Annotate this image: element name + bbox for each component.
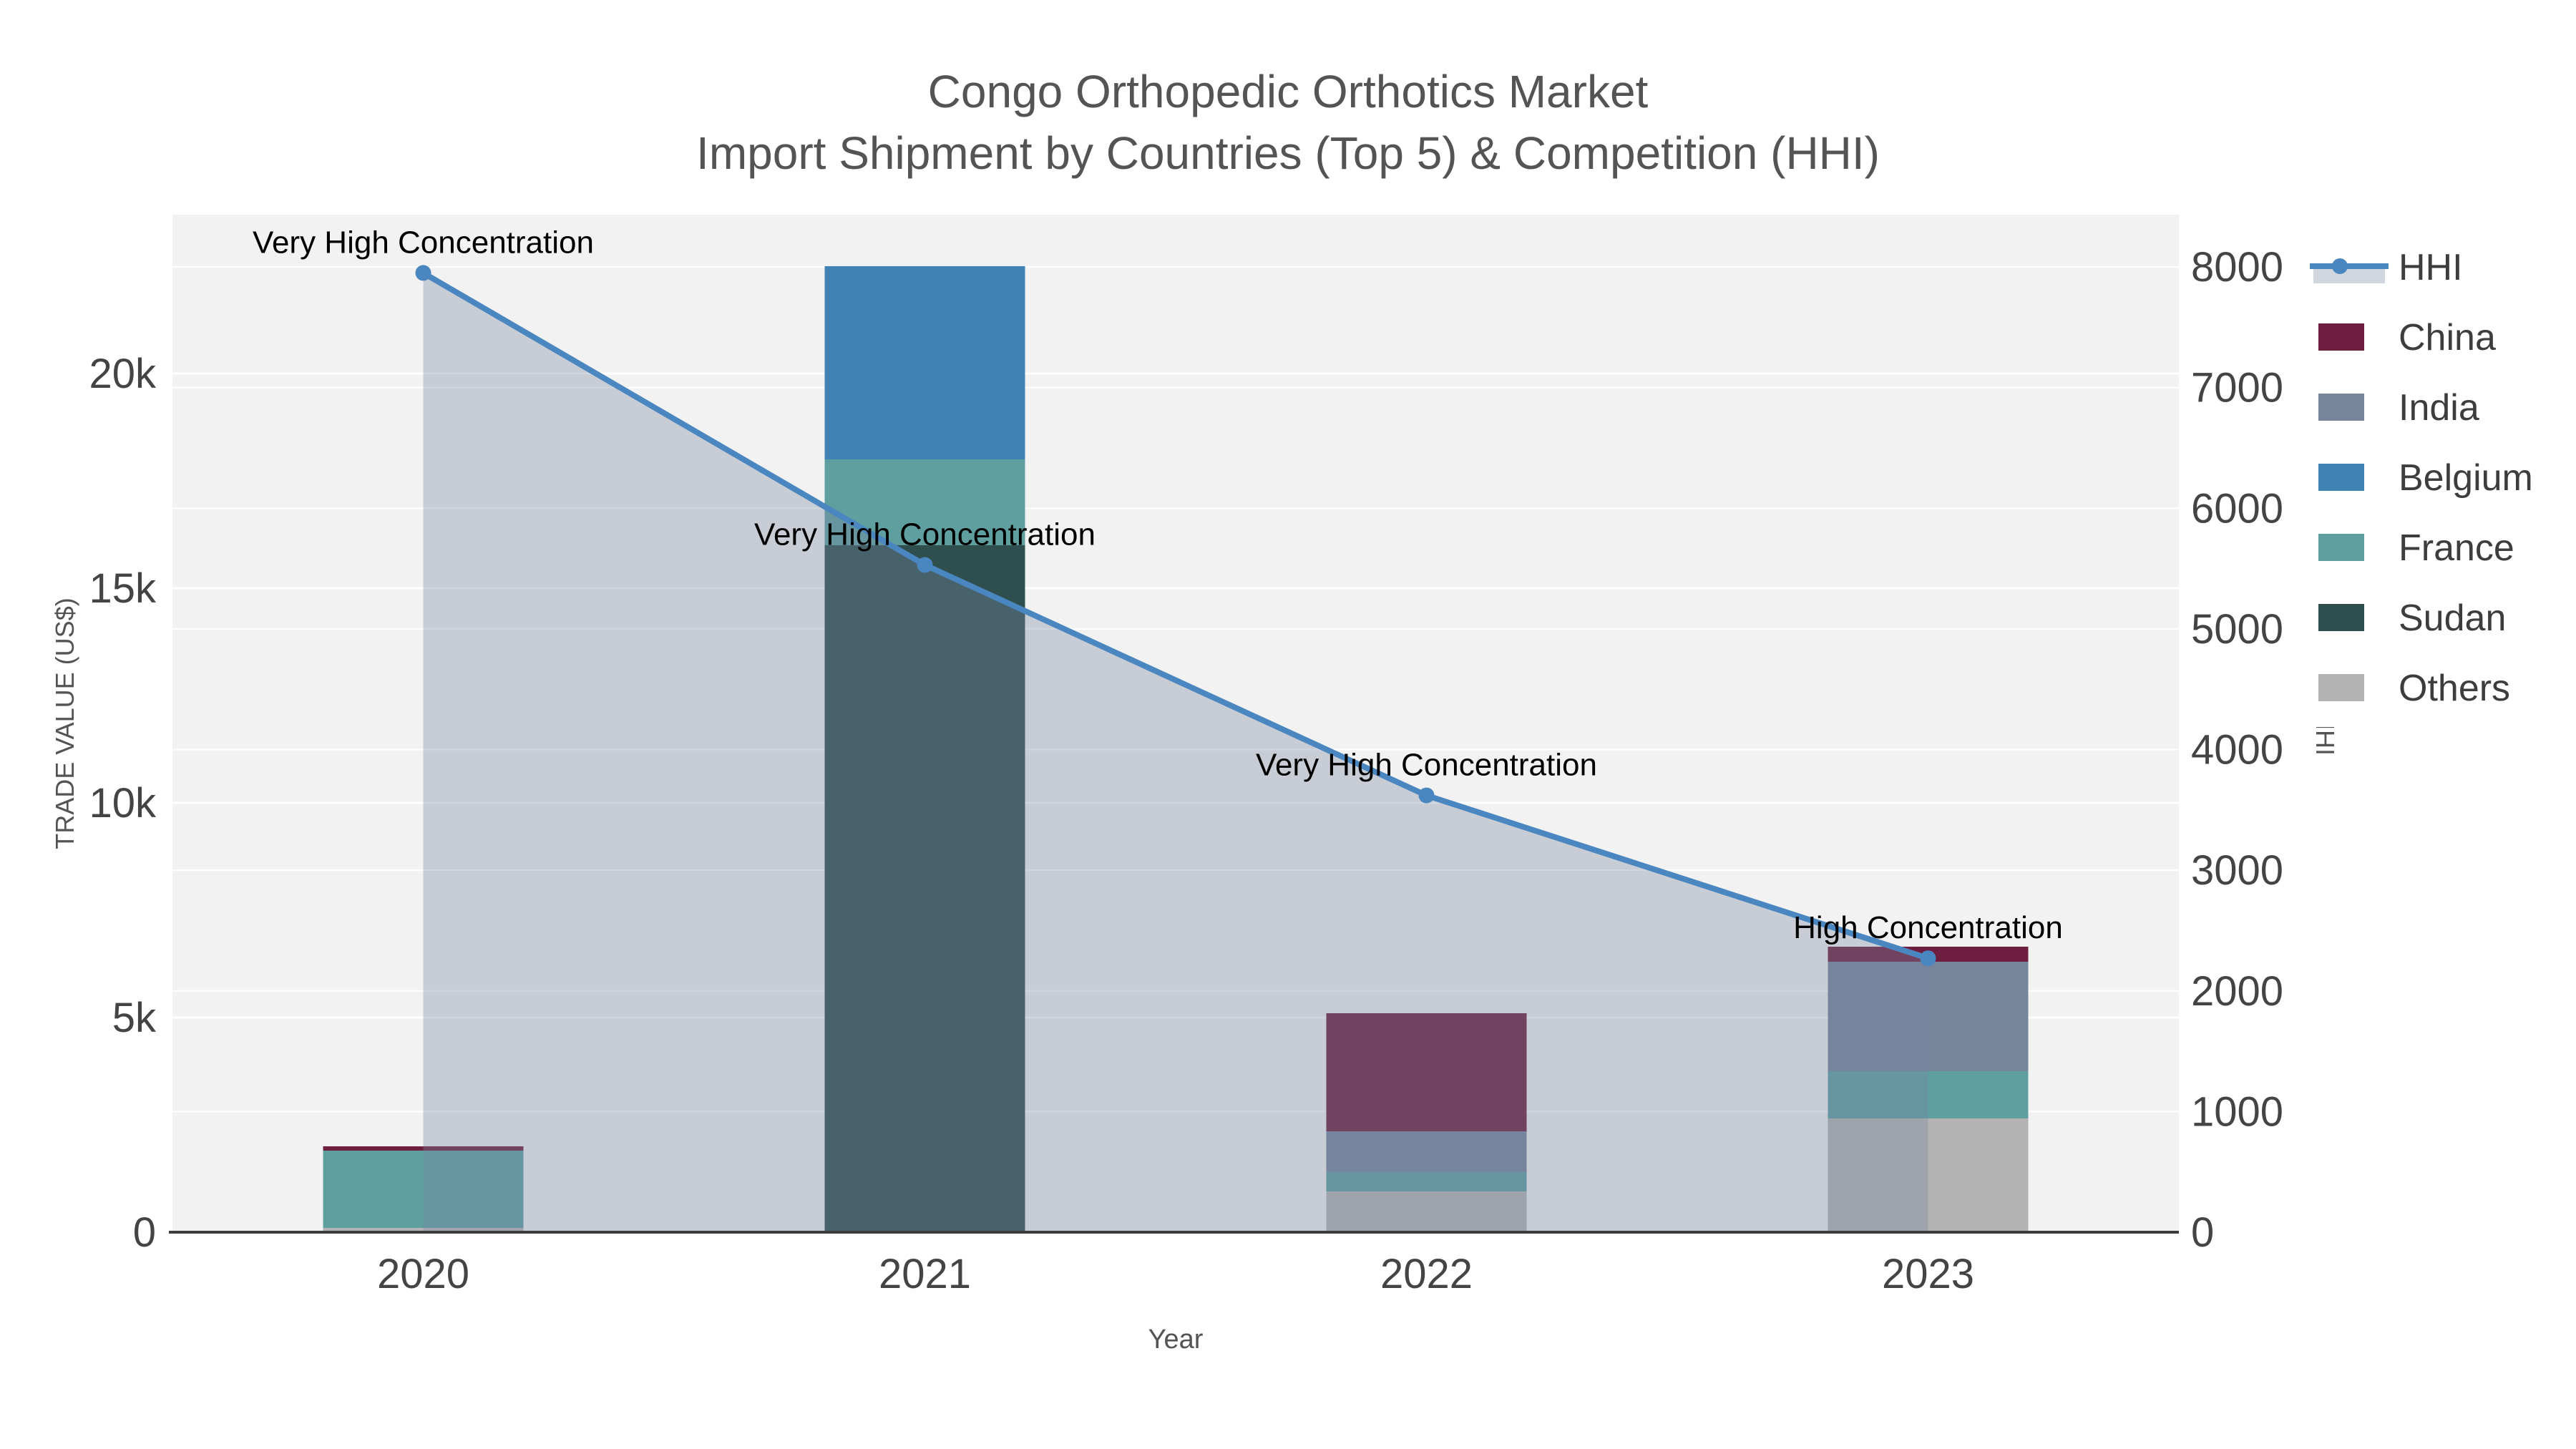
bar-2023-others[interactable] [1828,1118,2029,1232]
hhi-area-fill [423,273,1928,1232]
bar-2022-india[interactable] [1326,1131,1527,1172]
legend-swatch-others [2318,674,2364,701]
y-right-tick-2000: 2000 [2191,968,2283,1015]
legend-swatch-sudan [2318,604,2364,631]
bar-2020-france[interactable] [323,1151,524,1228]
annotation-2022: Very High Concentration [1256,748,1597,783]
y-right-tick-6000: 6000 [2191,485,2283,532]
legend-swatch-india [2318,394,2364,421]
legend-item-hhi[interactable]: HHI [2310,247,2463,288]
chart-title-line1: Congo Orthopedic Orthotics Market [928,66,1649,117]
hhi-point-2023[interactable] [1920,950,1936,967]
x-tick-2022: 2022 [1380,1251,1473,1297]
bar-2023-france[interactable] [1828,1071,2029,1118]
bar-2022-china[interactable] [1326,1013,1527,1131]
legend-label-france: France [2399,527,2514,569]
y-left-axis-title: TRADE VALUE (US$) [50,597,79,849]
legend-item-india[interactable]: India [2318,387,2479,429]
legend-label-others: Others [2399,668,2510,709]
hhi-point-2022[interactable] [1418,787,1435,804]
x-tick-2020: 2020 [377,1251,469,1297]
y-left-tick-labels: 0 5k 10k 15k 20k [89,351,157,1256]
hhi-point-2021[interactable] [917,557,933,573]
x-tick-labels: 2020 2021 2022 2023 [377,1251,1974,1297]
legend-swatch-china [2318,323,2364,351]
annotation-2021: Very High Concentration [754,517,1096,552]
legend-label-belgium: Belgium [2399,457,2533,499]
hhi-fill-area [423,273,1928,1232]
legend-label-sudan: Sudan [2399,597,2506,639]
y-right-tick-4000: 4000 [2191,727,2283,774]
bar-2020-others[interactable] [323,1228,524,1232]
legend-item-france[interactable]: France [2318,527,2514,569]
x-axis-title: Year [1148,1324,1204,1355]
annotations: Very High Concentration Very High Concent… [253,225,2063,945]
bar-2022-france[interactable] [1326,1172,1527,1191]
bar-2021-belgium[interactable] [824,266,1025,459]
y-right-tick-0: 0 [2191,1209,2214,1256]
bar-2020-china[interactable] [323,1146,524,1151]
x-tick-2023: 2023 [1882,1251,1974,1297]
y-left-tick-10k: 10k [89,780,157,826]
y-right-tick-8000: 8000 [2191,244,2283,291]
y-right-tick-5000: 5000 [2191,606,2283,653]
legend-item-others[interactable]: Others [2318,668,2510,709]
y-left-tick-20k: 20k [89,351,157,397]
x-tick-2021: 2021 [879,1251,971,1297]
hhi-line [421,270,1929,962]
legend-item-sudan[interactable]: Sudan [2318,597,2506,639]
hhi-point-2020[interactable] [415,265,431,281]
hhi-line-series [415,265,1936,967]
legend-hhi-marker-sample [2332,258,2348,274]
annotation-2023: High Concentration [1793,910,2063,945]
chart-title-line2: Import Shipment by Countries (Top 5) & C… [696,127,1880,179]
y-right-tick-labels: 0 1000 2000 3000 4000 5000 6000 7000 8000 [2191,244,2283,1256]
y-left-tick-15k: 15k [89,565,157,612]
y-left-tick-5k: 5k [112,995,157,1041]
y-right-tick-1000: 1000 [2191,1088,2283,1135]
legend-swatch-belgium [2318,464,2364,491]
y-left-tick-0: 0 [133,1209,156,1256]
legend-item-china[interactable]: China [2318,317,2496,358]
y-right-tick-3000: 3000 [2191,847,2283,894]
bar-2021-sudan[interactable] [824,545,1025,1232]
bar-2021-france[interactable] [824,459,1025,545]
bar-2022-others[interactable] [1326,1191,1527,1232]
legend-label-india: India [2399,387,2479,429]
legend-label-hhi: HHI [2399,247,2463,288]
legend-swatch-france [2318,534,2364,561]
bar-2023-india[interactable] [1828,962,2029,1071]
bar-series [323,266,2029,1232]
gridlines [172,266,2179,1113]
legend-item-belgium[interactable]: Belgium [2318,457,2533,499]
annotation-2020: Very High Concentration [253,225,594,260]
y-right-tick-7000: 7000 [2191,365,2283,411]
legend-label-china: China [2399,317,2496,358]
legend: HHI China India Belgium France Sudan Others [2292,229,2576,727]
